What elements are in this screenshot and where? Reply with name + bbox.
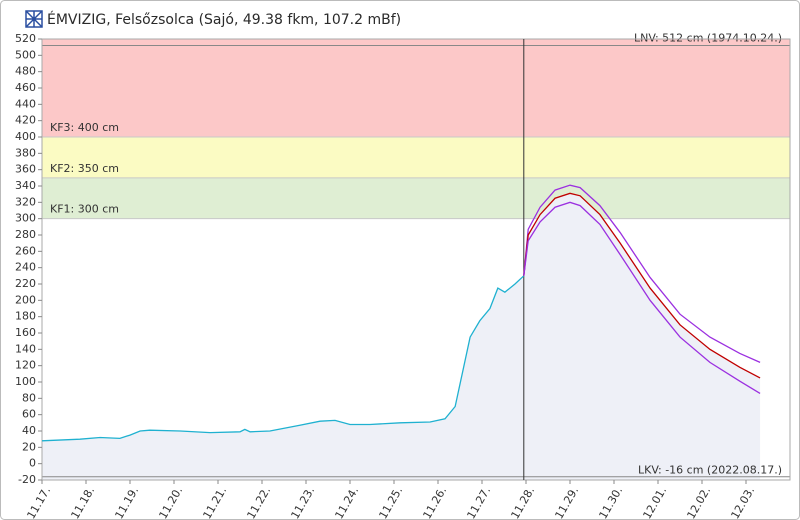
y-tick-label: 500 <box>15 48 36 61</box>
logo <box>25 10 43 28</box>
y-tick-label: 0 <box>29 457 36 470</box>
y-tick-label: -20 <box>18 473 36 486</box>
y-tick-label: 100 <box>15 375 36 388</box>
series-line <box>523 192 761 379</box>
y-tick-label: 140 <box>15 342 36 355</box>
y-tick-label: 40 <box>22 424 36 437</box>
record-label: LNV: 512 cm (1974.10.24.) <box>634 32 782 45</box>
series-line <box>41 275 525 442</box>
area <box>523 193 761 480</box>
y-tick-label: 340 <box>15 179 36 192</box>
record-label: LKV: -16 cm (2022.08.17.) <box>638 464 782 477</box>
chart-title: ÉMVIZIG, Felsőzsolca (Sajó, 49.38 fkm, 1… <box>47 11 401 28</box>
plot-border <box>41 38 791 481</box>
y-tick-label: 200 <box>15 293 36 306</box>
y-tick-label: 160 <box>15 326 36 339</box>
y-tick-label: 180 <box>15 310 36 323</box>
y-tick-label: 520 <box>15 32 36 45</box>
y-tick-label: 320 <box>15 195 36 208</box>
y-tick-label: 460 <box>15 81 36 94</box>
area <box>42 275 524 480</box>
y-tick-label: 480 <box>15 65 36 78</box>
y-tick-label: 80 <box>22 391 36 404</box>
level-band <box>42 177 790 219</box>
y-tick-label: 380 <box>15 146 36 159</box>
y-tick-label: 440 <box>15 97 36 110</box>
level-band <box>42 39 790 137</box>
y-tick-label: 120 <box>15 359 36 372</box>
series-line <box>523 201 761 394</box>
y-tick-label: 60 <box>22 408 36 421</box>
level-band <box>42 137 790 178</box>
y-tick-label: 280 <box>15 228 36 241</box>
level-label: KF3: 400 cm <box>50 121 119 134</box>
y-tick-label: 300 <box>15 212 36 225</box>
level-label: KF2: 350 cm <box>50 162 119 175</box>
y-tick-label: 240 <box>15 261 36 274</box>
series-line <box>523 184 761 363</box>
y-tick-label: 420 <box>15 114 36 127</box>
y-tick-label: 220 <box>15 277 36 290</box>
y-tick-label: 360 <box>15 163 36 176</box>
y-tick-label: 20 <box>22 440 36 453</box>
level-label: KF1: 300 cm <box>50 203 119 216</box>
y-tick-label: 260 <box>15 244 36 257</box>
y-tick-label: 400 <box>15 130 36 143</box>
